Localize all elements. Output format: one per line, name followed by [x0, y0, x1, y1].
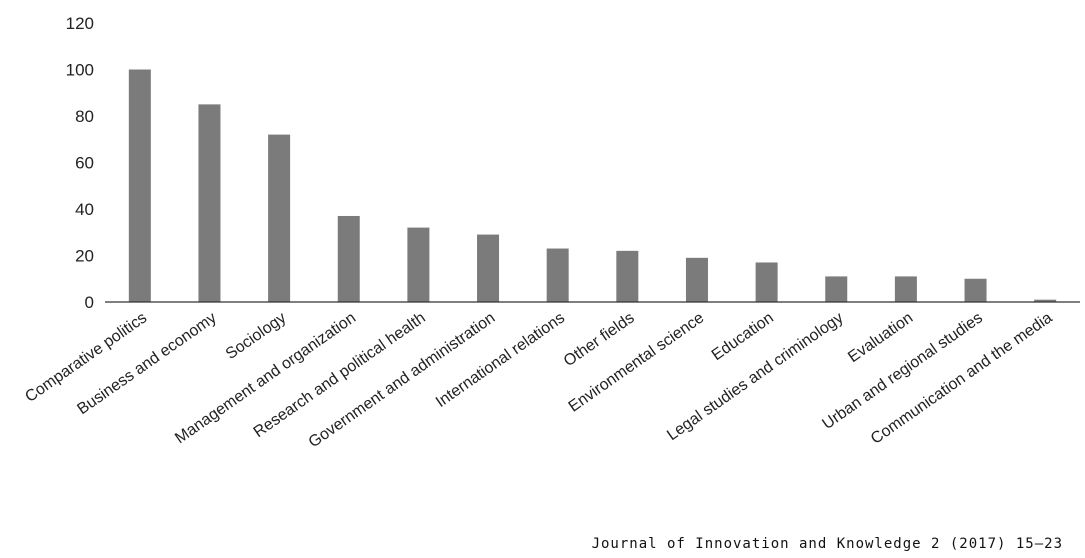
bar: [337, 215, 360, 302]
x-category-label: International relations: [433, 309, 568, 411]
bar: [616, 250, 639, 302]
x-category-label: Business and economy: [74, 309, 219, 418]
bar: [407, 227, 430, 302]
bar: [755, 262, 778, 302]
bar: [825, 276, 848, 302]
y-tick-label: 0: [85, 293, 94, 312]
bars: [128, 69, 1057, 302]
y-tick-label: 40: [75, 200, 94, 219]
bar: [128, 69, 151, 302]
y-tick-label: 20: [75, 247, 94, 266]
y-tick-label: 60: [75, 154, 94, 173]
bar: [685, 257, 708, 302]
x-category-label: Environmental science: [566, 309, 708, 415]
x-category-label: Education: [709, 309, 777, 364]
bar: [268, 134, 291, 302]
x-category-label: Comparative politics: [22, 309, 150, 406]
bar: [1034, 299, 1057, 302]
y-tick-label: 120: [66, 14, 94, 33]
y-tick-label: 100: [66, 61, 94, 80]
bar-chart: 0 20 40 60 80 100 120 Comparative politicsBusi…: [22, 14, 1080, 451]
x-category-label: Sociology: [223, 309, 290, 363]
bar: [964, 278, 987, 302]
y-axis-ticks: 0 20 40 60 80 100 120: [66, 14, 94, 312]
bar: [546, 248, 569, 302]
bar: [198, 104, 221, 302]
bar: [894, 276, 917, 302]
bar: [477, 234, 500, 302]
y-tick-label: 80: [75, 107, 94, 126]
journal-citation: Journal of Innovation and Knowledge 2 (2…: [591, 536, 1063, 552]
